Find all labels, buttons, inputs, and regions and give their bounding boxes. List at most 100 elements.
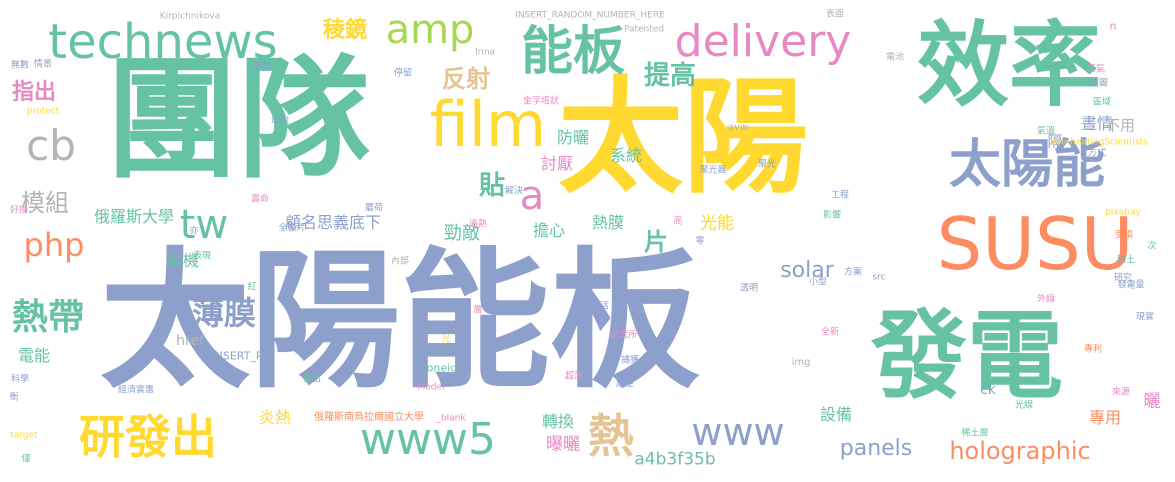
word-cloud-word: 研究所 xyxy=(610,330,638,341)
word-cloud-word: 增加 xyxy=(270,116,290,127)
word-cloud-word: _blank xyxy=(436,413,466,424)
word-cloud-word: 曬 xyxy=(1143,391,1161,412)
word-cloud-word: 轉換 xyxy=(541,412,575,431)
word-cloud-word: 電池 xyxy=(885,52,905,63)
word-cloud-word: 全 xyxy=(483,316,493,327)
word-cloud-word: a xyxy=(519,173,545,219)
word-cloud-word: 電機 xyxy=(166,251,200,270)
word-cloud-word: 隔 xyxy=(1047,132,1063,151)
word-cloud-word: 科學 xyxy=(10,374,30,385)
word-cloud-word: 來源 xyxy=(1111,387,1131,398)
word-cloud-word: Model xyxy=(417,382,445,393)
word-cloud-word: 研發出 xyxy=(79,410,217,464)
word-cloud-word: 晝情 xyxy=(1080,114,1114,133)
word-cloud-word: zoneid xyxy=(420,361,458,375)
word-cloud-word: 電能 xyxy=(17,346,51,365)
word-cloud-word: 顧名思義底下 xyxy=(284,213,382,232)
word-cloud-word: 設備 xyxy=(819,405,853,424)
word-cloud-word: 內部 xyxy=(390,256,410,267)
word-cloud-word: 團隊 xyxy=(106,43,370,197)
word-cloud-word: a4b3f35b xyxy=(634,449,716,470)
word-cloud-word: 方案 xyxy=(843,267,863,278)
word-cloud-word: 聚光器 xyxy=(699,165,727,176)
word-cloud-word: 稀土 xyxy=(1116,255,1136,266)
word-cloud-word: 透明 xyxy=(739,283,759,294)
word-cloud-word: 光能 xyxy=(700,213,734,234)
word-cloud-word: 熱膜 xyxy=(591,213,625,232)
word-cloud-word: 僅 xyxy=(21,454,31,465)
word-cloud-word: 受損 xyxy=(1114,230,1134,241)
word-cloud-word: 停留 xyxy=(393,68,413,79)
word-cloud-word: 情景 xyxy=(33,59,53,70)
word-cloud-word: 防曬 xyxy=(556,128,590,147)
word-cloud-word: src xyxy=(872,272,886,283)
word-cloud-word: cb xyxy=(26,121,76,170)
word-cloud-word: 熱 xyxy=(588,409,634,463)
word-cloud-word: 發電 xyxy=(871,300,1063,412)
word-cloud-word: 俄羅斯大學 xyxy=(93,207,175,226)
word-cloud-word: 專利 xyxy=(1083,344,1103,355)
word-cloud-word: 提高 xyxy=(643,61,697,91)
word-cloud-word: 反射 xyxy=(442,65,490,93)
word-cloud-word: 次 xyxy=(1147,241,1157,252)
word-cloud-word: technews xyxy=(48,14,278,70)
word-cloud-word: 太陽 xyxy=(558,65,808,211)
word-cloud-word: 勁敵 xyxy=(444,223,480,244)
word-cloud-word: 層 xyxy=(473,305,483,316)
word-cloud-word: 外線 xyxy=(1036,294,1056,305)
word-cloud-word: SUSU xyxy=(936,202,1134,286)
word-cloud-word: 生活 xyxy=(590,301,610,312)
word-cloud-word: delivery xyxy=(674,16,852,67)
word-cloud-word: 不用 xyxy=(1104,116,1136,135)
word-cloud-word: 壽命 xyxy=(250,194,270,205)
word-cloud-word: 擔心 xyxy=(532,221,566,240)
word-cloud-word: 金字塔狀 xyxy=(522,96,560,107)
word-cloud-word: 區域 xyxy=(1092,97,1112,108)
word-cloud-word: 效率 xyxy=(916,12,1102,119)
word-cloud-word: Irina xyxy=(474,47,496,58)
word-cloud-word: Patented xyxy=(623,24,665,35)
word-cloud-word: 衡 xyxy=(9,392,19,403)
word-cloud-word: 俄羅斯南烏拉爾國立大學 xyxy=(314,412,424,423)
word-cloud-word: 貼 xyxy=(478,171,506,201)
word-cloud-word: 指出 xyxy=(11,80,57,105)
word-cloud-word: overheatingScientists xyxy=(1050,137,1148,148)
word-cloud-word: solar xyxy=(780,258,834,283)
word-cloud-word: php xyxy=(23,226,85,264)
word-cloud-word: panels xyxy=(839,436,913,461)
word-cloud-word: 聚光 xyxy=(757,159,777,170)
word-cloud-word: 超薄 xyxy=(564,371,584,382)
word-cloud-word: 簡單 xyxy=(252,62,272,73)
word-cloud-word: pixabay xyxy=(1105,207,1141,218)
word-cloud-word: href xyxy=(176,333,204,349)
word-cloud-word: avw xyxy=(727,122,749,133)
word-cloud-word: img xyxy=(791,357,811,368)
word-cloud-word: 全像片 xyxy=(278,223,306,234)
word-cloud-word: 亦 xyxy=(189,226,199,237)
word-cloud-word: 蘑荷 xyxy=(364,203,384,214)
word-cloud-word: 薄膜 xyxy=(191,294,257,332)
word-cloud-word: www xyxy=(691,410,785,454)
word-cloud-word: 曝曬 xyxy=(546,434,580,455)
word-cloud-word: 光 xyxy=(441,334,451,345)
word-cloud-word: 炎熱 xyxy=(258,408,292,427)
word-cloud-word: 首圖 xyxy=(1089,78,1109,89)
word-cloud-word: film xyxy=(429,88,547,161)
word-cloud-word: 研究 xyxy=(1113,273,1133,284)
word-cloud-word: 片 xyxy=(644,228,668,256)
word-cloud-word: 經濟實惠 xyxy=(117,385,155,396)
word-cloud-word: 系統 xyxy=(609,146,643,165)
word-cloud-word: 方式 xyxy=(1087,148,1107,159)
word-cloud-word: ck xyxy=(980,382,996,398)
word-cloud-word: 熱帶 xyxy=(11,297,85,338)
word-cloud-word: 光線 xyxy=(1014,400,1034,411)
word-cloud-word: 現實 xyxy=(1135,312,1155,323)
word-cloud-word: 專用 xyxy=(1088,408,1122,427)
word-cloud-word: 好換 xyxy=(9,205,29,216)
word-cloud-word: 太陽能 xyxy=(948,135,1106,195)
word-cloud-word: holographic xyxy=(949,437,1091,465)
word-cloud-word: target xyxy=(10,430,38,441)
word-cloud-word: protect xyxy=(26,106,60,117)
word-cloud-word: 表現 xyxy=(192,251,212,262)
